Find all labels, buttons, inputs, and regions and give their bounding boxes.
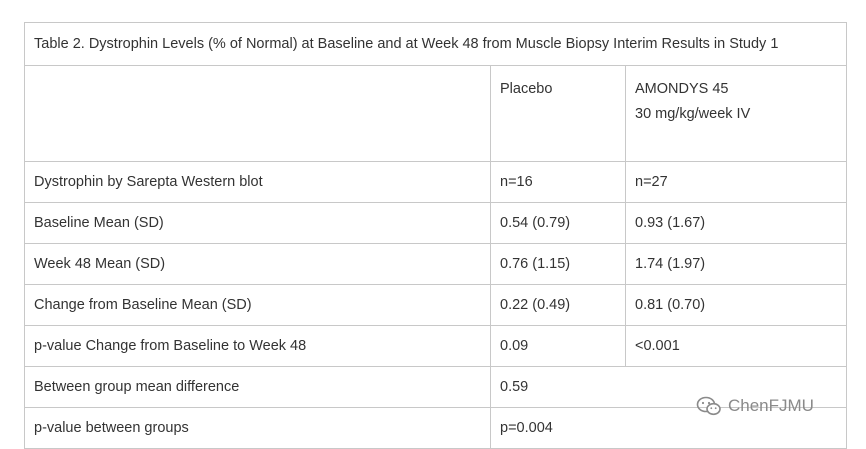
table-row: Change from Baseline Mean (SD) 0.22 (0.4… bbox=[25, 285, 847, 326]
placebo-value: 0.76 (1.15) bbox=[491, 244, 626, 285]
header-amondys-dose: 30 mg/kg/week IV bbox=[635, 102, 837, 127]
placebo-value: 0.54 (0.79) bbox=[491, 203, 626, 244]
header-amondys: AMONDYS 45 30 mg/kg/week IV bbox=[626, 66, 847, 162]
amondys-value: 1.74 (1.97) bbox=[626, 244, 847, 285]
row-label: Between group mean difference bbox=[25, 367, 491, 408]
header-placebo: Placebo bbox=[491, 66, 626, 162]
row-label: Dystrophin by Sarepta Western blot bbox=[25, 162, 491, 203]
dystrophin-table: Table 2. Dystrophin Levels (% of Normal)… bbox=[24, 22, 847, 449]
amondys-value: 0.93 (1.67) bbox=[626, 203, 847, 244]
watermark-text: ChenFJMU bbox=[728, 396, 814, 416]
row-label: Change from Baseline Mean (SD) bbox=[25, 285, 491, 326]
amondys-value: n=27 bbox=[626, 162, 847, 203]
header-amondys-name: AMONDYS 45 bbox=[635, 77, 837, 102]
table-row: Dystrophin by Sarepta Western blot n=16 … bbox=[25, 162, 847, 203]
table-row: Baseline Mean (SD) 0.54 (0.79) 0.93 (1.6… bbox=[25, 203, 847, 244]
amondys-value: 0.81 (0.70) bbox=[626, 285, 847, 326]
row-label: Baseline Mean (SD) bbox=[25, 203, 491, 244]
table-caption-row: Table 2. Dystrophin Levels (% of Normal)… bbox=[25, 23, 847, 66]
watermark: ChenFJMU bbox=[696, 395, 814, 417]
row-label: p-value Change from Baseline to Week 48 bbox=[25, 326, 491, 367]
placebo-value: n=16 bbox=[491, 162, 626, 203]
row-label: p-value between groups bbox=[25, 408, 491, 449]
table-row: Week 48 Mean (SD) 0.76 (1.15) 1.74 (1.97… bbox=[25, 244, 847, 285]
table-row: p-value Change from Baseline to Week 48 … bbox=[25, 326, 847, 367]
wechat-icon bbox=[696, 396, 722, 416]
amondys-value: <0.001 bbox=[626, 326, 847, 367]
header-empty-cell bbox=[25, 66, 491, 162]
placebo-value: 0.09 bbox=[491, 326, 626, 367]
table-caption: Table 2. Dystrophin Levels (% of Normal)… bbox=[25, 23, 847, 66]
table-header-row: Placebo AMONDYS 45 30 mg/kg/week IV bbox=[25, 66, 847, 162]
placebo-value: 0.22 (0.49) bbox=[491, 285, 626, 326]
row-label: Week 48 Mean (SD) bbox=[25, 244, 491, 285]
